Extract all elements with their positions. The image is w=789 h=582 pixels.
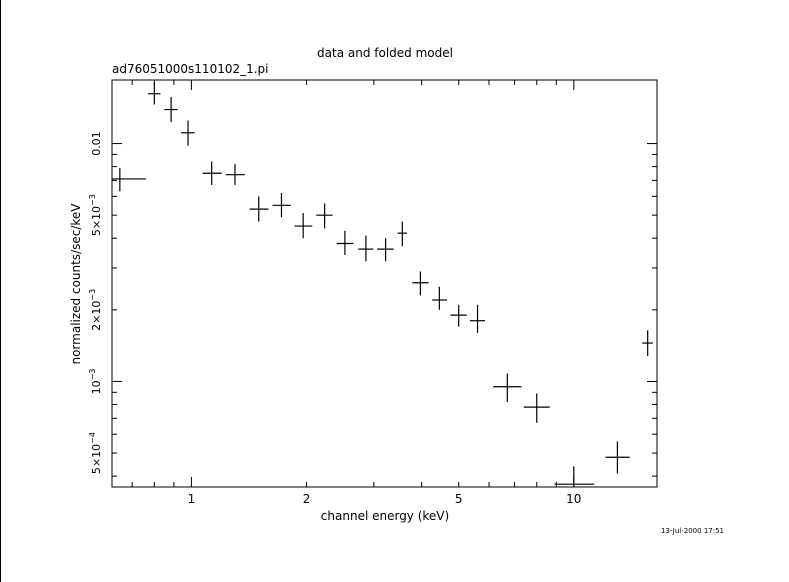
plot-frame [111,79,658,488]
chart-subtitle: ad76051000s110102_1.pi [112,62,269,76]
data-point [316,203,333,229]
data-point [450,304,467,327]
chart-title: data and folded model [317,46,453,60]
data-points [112,82,653,487]
x-tick-label: 10 [566,492,581,506]
data-point [358,235,374,262]
data-point [164,96,178,123]
data-point [294,213,313,239]
y-tick-label: 10−3 [88,369,103,395]
data-point [523,393,550,423]
data-point [432,286,448,310]
y-axis-label: normalized counts/sec/keV [69,203,83,365]
y-tick-label: 5×10−3 [88,194,103,236]
window-edge [0,0,1,582]
data-point [112,167,146,192]
y-tick-label: 2×10−3 [88,289,103,331]
data-point [397,221,407,247]
data-point [225,164,245,185]
data-point [412,271,429,296]
y-tick-label: 0.01 [90,131,103,156]
x-axis-label: channel energy (keV) [321,509,449,523]
x-tick-label: 1 [188,492,196,506]
x-axis: 1 2 5 10 [131,80,581,506]
data-point [554,466,595,487]
data-point [181,120,195,146]
data-point [249,196,269,222]
y-tick-label: 5×10−4 [88,432,103,474]
data-point [493,373,522,402]
data-point [377,238,394,262]
y-axis: 0.01 5×10−3 2×10−3 10−3 5×10−4 [88,131,657,477]
data-point [336,230,354,256]
x-tick-label: 5 [455,492,463,506]
x-tick-label: 2 [303,492,311,506]
timestamp: 13-Jul-2000 17:51 [661,527,724,535]
data-point [147,82,161,105]
data-point [469,304,486,333]
data-point [642,330,653,356]
data-point [605,441,630,474]
data-point [272,192,291,218]
data-point [202,161,222,185]
